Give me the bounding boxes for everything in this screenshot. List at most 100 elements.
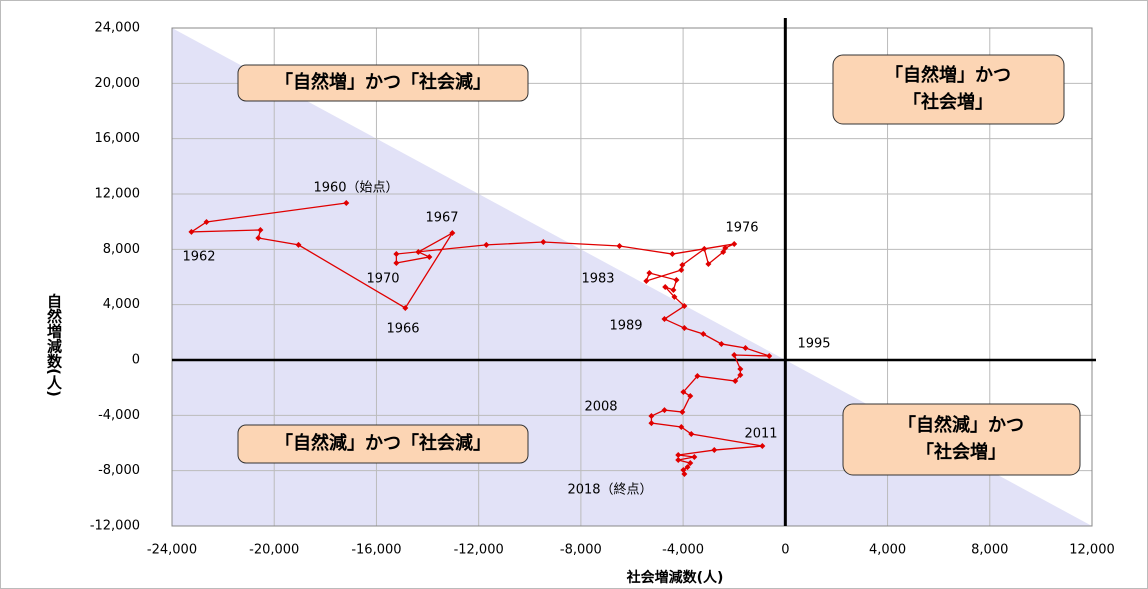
point xyxy=(616,243,623,250)
point xyxy=(255,234,262,241)
point xyxy=(687,460,694,467)
point xyxy=(711,447,718,454)
y-tick-label: 20,000 xyxy=(95,76,141,91)
point xyxy=(675,452,682,459)
point xyxy=(688,431,695,438)
x-tick-label: 4,000 xyxy=(869,543,906,558)
x-tick-label: -4,000 xyxy=(662,543,704,558)
point xyxy=(701,245,708,252)
point xyxy=(679,409,686,416)
point xyxy=(257,226,264,233)
point xyxy=(718,340,725,347)
point xyxy=(671,293,678,300)
y-axis-label: 自然増減数(人) xyxy=(45,292,63,397)
x-tick-label: -24,000 xyxy=(147,543,197,558)
annotation: 1976 xyxy=(725,221,758,236)
point xyxy=(540,239,547,246)
point xyxy=(670,287,677,294)
point xyxy=(681,470,688,477)
point xyxy=(684,464,691,471)
point xyxy=(705,260,712,267)
point xyxy=(681,303,688,310)
quadrant-box xyxy=(237,424,529,464)
series-line xyxy=(189,202,770,475)
point xyxy=(731,240,738,247)
shaded-region xyxy=(172,28,1092,526)
x-tick-label: 8,000 xyxy=(971,543,1008,558)
point xyxy=(661,407,668,414)
point xyxy=(681,325,688,332)
point xyxy=(669,251,676,258)
annotation: 2018（終点） xyxy=(567,482,652,498)
x-axis-label: 社会増減数(人) xyxy=(626,569,724,586)
point xyxy=(700,330,707,337)
point xyxy=(415,248,422,255)
y-tick-label: 0 xyxy=(132,353,140,368)
point xyxy=(393,260,400,267)
annotation: 1967 xyxy=(425,211,458,226)
point xyxy=(662,283,669,290)
point xyxy=(678,266,685,273)
point xyxy=(742,344,749,351)
point xyxy=(720,248,727,255)
point xyxy=(449,230,456,237)
y-tick-label: 24,000 xyxy=(95,21,141,36)
annotation: 1989 xyxy=(609,319,642,334)
y-tick-label: 8,000 xyxy=(103,242,140,257)
quadrant-label: 「自然増」かつ xyxy=(885,64,1011,86)
point xyxy=(694,373,701,380)
annotation: 1960（始点） xyxy=(313,181,398,196)
point xyxy=(680,388,687,395)
point xyxy=(673,277,680,284)
y-tick-label: 12,000 xyxy=(95,187,141,202)
point xyxy=(737,371,744,378)
point xyxy=(687,392,694,399)
x-tick-label: -8,000 xyxy=(560,543,602,558)
point xyxy=(661,316,668,323)
point xyxy=(732,378,739,385)
annotation: 1983 xyxy=(581,272,614,287)
point xyxy=(766,352,773,359)
quadrant-labels: 「自然増」かつ「社会減」 「自然増」かつ 「社会増」 「自然減」かつ「社会減」 … xyxy=(237,54,1081,476)
point xyxy=(648,420,655,427)
point xyxy=(402,304,409,311)
quadrant-box xyxy=(237,64,529,102)
point xyxy=(648,413,655,420)
y-tick-label: -4,000 xyxy=(98,408,140,423)
quadrant-label: 「自然減」かつ「社会減」 xyxy=(275,432,491,454)
point xyxy=(393,251,400,258)
point xyxy=(343,199,350,206)
annotation: 1995 xyxy=(797,337,830,352)
annotation: 2011 xyxy=(744,427,777,442)
x-tick-label: 0 xyxy=(781,543,789,558)
point xyxy=(679,261,686,268)
point xyxy=(483,241,490,248)
quadrant-box xyxy=(832,54,1065,125)
point xyxy=(675,457,682,464)
point xyxy=(678,423,685,430)
x-tick-label: -12,000 xyxy=(454,543,504,558)
quadrant-label: 「自然減」かつ xyxy=(898,414,1024,436)
annotation: 1962 xyxy=(182,250,215,265)
point xyxy=(643,278,650,285)
annotation: 1970 xyxy=(366,272,399,287)
x-tick-label: -16,000 xyxy=(351,543,401,558)
point xyxy=(737,365,744,372)
quadrant-box xyxy=(842,403,1081,476)
y-tick-label: -12,000 xyxy=(90,519,140,534)
x-tick-label: -20,000 xyxy=(249,543,299,558)
point xyxy=(722,244,729,251)
point xyxy=(646,269,653,276)
point xyxy=(295,241,302,248)
annotation: 1966 xyxy=(386,322,419,337)
point xyxy=(759,443,766,450)
point xyxy=(188,228,195,235)
point xyxy=(203,218,210,225)
annotations: 1960（始点） 1962 1967 1970 1966 1976 1983 1… xyxy=(182,181,830,498)
annotation: 2008 xyxy=(584,400,617,415)
point xyxy=(731,352,738,359)
y-tick-label: 16,000 xyxy=(95,131,141,146)
point xyxy=(426,253,433,260)
quadrant-label: 「自然増」かつ「社会減」 xyxy=(275,71,491,93)
